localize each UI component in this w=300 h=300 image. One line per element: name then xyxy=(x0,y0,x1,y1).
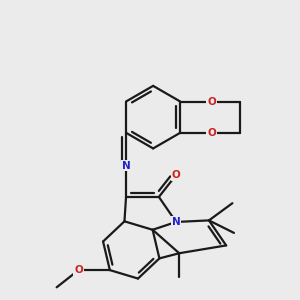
Text: N: N xyxy=(122,160,130,171)
Text: O: O xyxy=(207,128,216,138)
Text: O: O xyxy=(207,97,216,106)
Text: O: O xyxy=(172,170,181,180)
Text: N: N xyxy=(172,217,181,227)
Text: O: O xyxy=(74,265,83,275)
